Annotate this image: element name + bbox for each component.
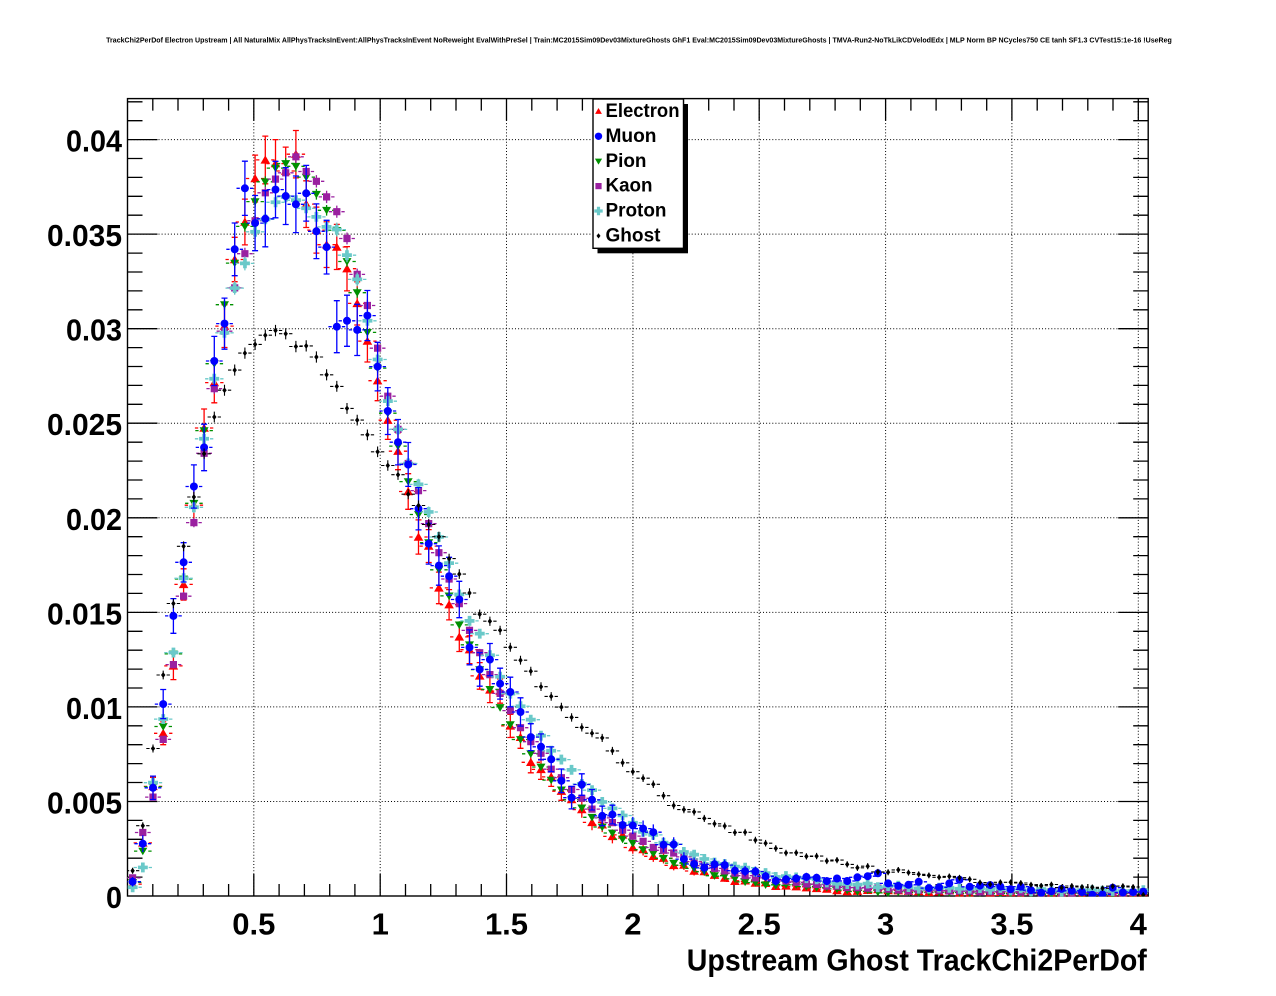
svg-text:4: 4 xyxy=(1130,907,1148,942)
svg-text:0.005: 0.005 xyxy=(47,786,122,821)
svg-text:3.5: 3.5 xyxy=(990,907,1033,942)
svg-text:Proton: Proton xyxy=(606,201,667,222)
svg-text:0.5: 0.5 xyxy=(232,907,275,942)
svg-text:Upstream Ghost TrackChi2PerDof: Upstream Ghost TrackChi2PerDof xyxy=(687,942,1148,977)
svg-text:1.5: 1.5 xyxy=(485,907,528,942)
svg-text:0.01: 0.01 xyxy=(66,691,122,726)
svg-text:3: 3 xyxy=(877,907,894,942)
svg-text:0.015: 0.015 xyxy=(47,596,122,631)
svg-text:Pion: Pion xyxy=(606,151,647,172)
svg-text:Electron: Electron xyxy=(606,101,680,122)
svg-text:0.04: 0.04 xyxy=(66,124,123,159)
svg-text:0.035: 0.035 xyxy=(47,218,122,253)
svg-text:1: 1 xyxy=(372,907,389,942)
svg-text:2.5: 2.5 xyxy=(738,907,781,942)
svg-text:Muon: Muon xyxy=(606,126,657,147)
svg-text:TrackChi2PerDof Electron Upstr: TrackChi2PerDof Electron Upstream | All … xyxy=(106,38,1172,45)
svg-text:0: 0 xyxy=(106,880,122,915)
svg-text:Kaon: Kaon xyxy=(606,176,653,197)
svg-text:2: 2 xyxy=(624,907,641,942)
svg-text:0.02: 0.02 xyxy=(66,502,122,537)
svg-text:Ghost: Ghost xyxy=(606,226,662,247)
svg-text:0.025: 0.025 xyxy=(47,407,122,442)
svg-text:0.03: 0.03 xyxy=(66,313,122,348)
